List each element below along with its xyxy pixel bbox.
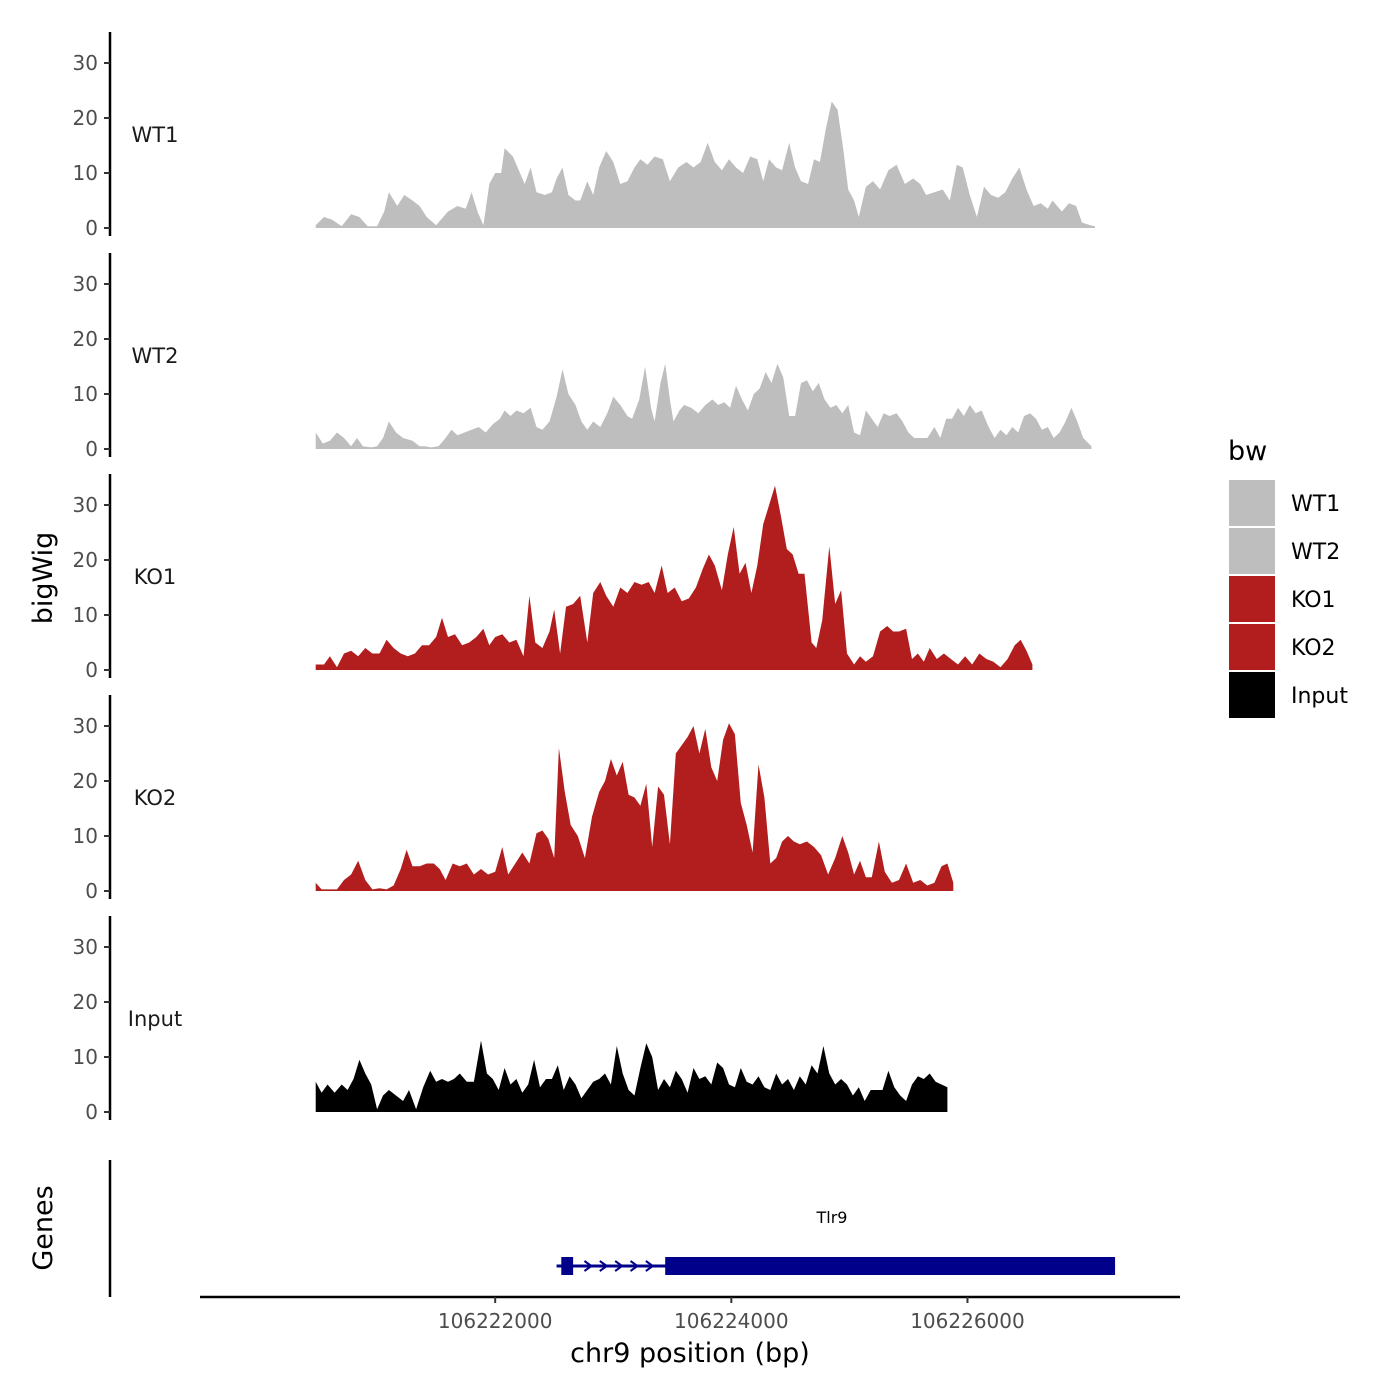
area-input bbox=[315, 1040, 948, 1112]
x-tick-label: 106222000 bbox=[438, 1309, 553, 1333]
legend-label-wt1: WT1 bbox=[1291, 492, 1340, 517]
genes-axis-title: Genes bbox=[28, 1185, 59, 1270]
panel-label: KO2 bbox=[134, 786, 177, 810]
gene-exon bbox=[665, 1257, 1116, 1275]
y-tick-label: 20 bbox=[73, 990, 98, 1014]
legend-key-ko2 bbox=[1229, 624, 1275, 670]
y-tick-label: 20 bbox=[73, 327, 98, 351]
area-wt1 bbox=[315, 101, 1095, 228]
y-tick-label: 30 bbox=[73, 51, 98, 75]
strand-arrow bbox=[645, 1260, 655, 1272]
y-axis-title: bigWig bbox=[28, 532, 59, 625]
y-tick-label: 0 bbox=[85, 437, 98, 461]
strand-arrow bbox=[583, 1260, 594, 1272]
legend-label-ko2: KO2 bbox=[1291, 636, 1336, 661]
strand-arrow bbox=[614, 1260, 624, 1272]
panel-label: Input bbox=[128, 1007, 182, 1031]
y-tick-label: 30 bbox=[73, 272, 98, 296]
y-tick-label: 0 bbox=[85, 879, 98, 903]
y-tick-label: 10 bbox=[73, 603, 98, 627]
panel-label: KO1 bbox=[134, 565, 177, 589]
strand-arrow bbox=[629, 1260, 640, 1272]
y-tick-label: 30 bbox=[73, 935, 98, 959]
area-ko2 bbox=[315, 723, 954, 891]
y-tick-label: 10 bbox=[73, 1045, 98, 1069]
y-tick-label: 30 bbox=[73, 493, 98, 517]
y-tick-label: 10 bbox=[73, 161, 98, 185]
x-tick-label: 106226000 bbox=[910, 1309, 1025, 1333]
legend-label-input: Input bbox=[1291, 684, 1348, 709]
x-axis-title: chr9 position (bp) bbox=[570, 1338, 810, 1369]
gene-label: Tlr9 bbox=[816, 1208, 848, 1227]
legend-key-ko1 bbox=[1229, 576, 1275, 622]
y-tick-label: 0 bbox=[85, 216, 98, 240]
strand-arrow bbox=[599, 1260, 609, 1272]
legend-label-wt2: WT2 bbox=[1291, 540, 1340, 565]
y-tick-label: 20 bbox=[73, 769, 98, 793]
y-tick-label: 20 bbox=[73, 106, 98, 130]
panel-label: WT2 bbox=[132, 344, 179, 368]
y-tick-label: 0 bbox=[85, 1100, 98, 1124]
x-tick-label: 106224000 bbox=[674, 1309, 789, 1333]
legend-title: bw bbox=[1228, 436, 1267, 467]
area-ko1 bbox=[315, 485, 1033, 670]
panel-label: WT1 bbox=[132, 123, 179, 147]
area-wt2 bbox=[315, 363, 1092, 449]
legend-key-wt2 bbox=[1229, 528, 1275, 574]
gene-exon bbox=[561, 1257, 574, 1275]
y-tick-label: 10 bbox=[73, 824, 98, 848]
y-tick-label: 20 bbox=[73, 548, 98, 572]
y-tick-label: 30 bbox=[73, 714, 98, 738]
legend-label-ko1: KO1 bbox=[1291, 588, 1336, 613]
legend-key-input bbox=[1229, 672, 1275, 718]
y-tick-label: 0 bbox=[85, 658, 98, 682]
y-tick-label: 10 bbox=[73, 382, 98, 406]
legend-key-wt1 bbox=[1229, 480, 1275, 526]
